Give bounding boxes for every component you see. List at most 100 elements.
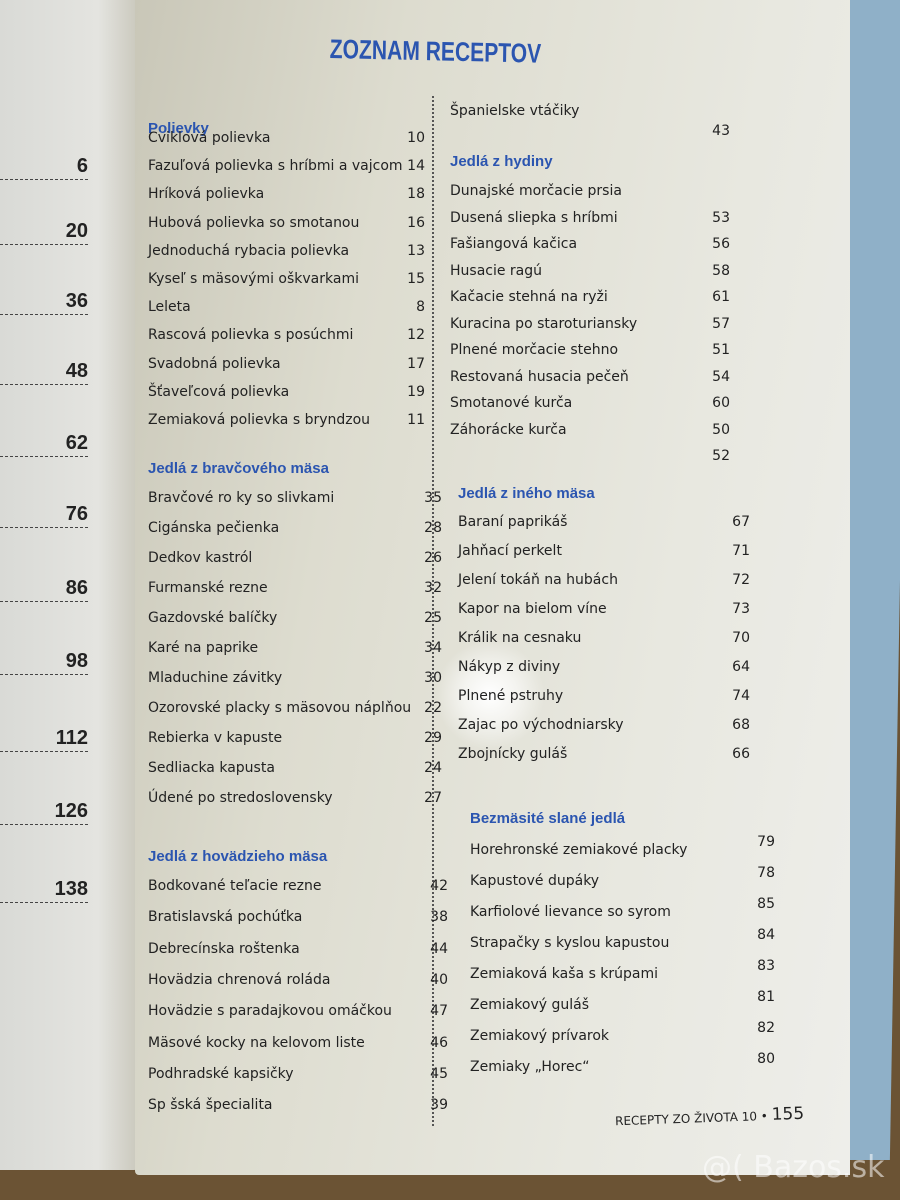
recipe-name: Plnené morčacie stehno bbox=[450, 342, 619, 358]
recipe-page-number: 16 bbox=[407, 214, 425, 231]
recipe-page-number: 67 bbox=[732, 514, 750, 530]
recipe-name: Záhorácke kurča bbox=[450, 421, 567, 438]
recipe-page-number: 10 bbox=[407, 130, 425, 146]
page-title: ZOZNAM RECEPTOV bbox=[329, 34, 542, 69]
previous-page-number: 48 bbox=[65, 360, 88, 382]
recipe-name: Gazdovské balíčky bbox=[148, 610, 278, 626]
recipe-page-number: 43 bbox=[712, 123, 730, 139]
recipe-page-number: 78 bbox=[757, 865, 775, 881]
recipe-page-number: 60 bbox=[712, 395, 730, 411]
recipe-page-number: 11 bbox=[407, 412, 425, 428]
recipe-name: Zajac po východniarsky bbox=[458, 717, 624, 733]
previous-page-number: 126 bbox=[54, 800, 88, 822]
recipe-page-number: 53 bbox=[712, 209, 730, 226]
dotted-leader bbox=[0, 527, 88, 528]
page-number: 155 bbox=[771, 1103, 805, 1125]
dotted-leader bbox=[0, 824, 88, 825]
recipe-page-number: 74 bbox=[732, 688, 750, 704]
recipe-page-number: 79 bbox=[757, 834, 775, 850]
dotted-leader bbox=[0, 244, 88, 245]
recipe-page-number: 83 bbox=[757, 958, 775, 974]
previous-page: 6 20 36 48 62 76 86 98 112 126 138 bbox=[0, 0, 140, 1170]
previous-page-number: 98 bbox=[65, 650, 88, 672]
section-heading: Jedlá z iného mäsa bbox=[458, 485, 595, 502]
recipe-name: Dedkov kastról bbox=[148, 550, 253, 566]
recipe-page-number: 57 bbox=[712, 315, 730, 332]
recipe-name: Jahňací perkelt bbox=[458, 543, 562, 559]
previous-page-number: 112 bbox=[55, 727, 88, 749]
recipe-name: Furmanské rezne bbox=[148, 580, 268, 596]
recipe-page-number: 50 bbox=[712, 421, 730, 438]
recipe-name: Plnené pstruhy bbox=[458, 688, 564, 704]
previous-page-number: 6 bbox=[76, 155, 88, 177]
recipe-name: Ozorovské placky s mäsovou náplňou bbox=[148, 700, 412, 716]
recipe-name: Zbojnícky guláš bbox=[458, 746, 568, 762]
dotted-leader bbox=[0, 751, 88, 752]
recipe-page-number: 72 bbox=[732, 572, 750, 588]
recipe-page-number: 28 bbox=[424, 520, 442, 536]
recipe-name: Baraní paprikáš bbox=[458, 514, 568, 530]
recipe-page-number: 35 bbox=[424, 490, 442, 506]
recipe-name: Hríková polievka bbox=[148, 186, 265, 203]
recipe-name: Strapačky s kyslou kapustou bbox=[470, 935, 670, 951]
recipe-page-number: 40 bbox=[430, 971, 448, 988]
book-title: RECEPTY ZO ŽIVOTA 10 • bbox=[614, 1108, 769, 1129]
recipe-page-number: 66 bbox=[732, 746, 750, 762]
recipe-name: Dusená sliepka s hríbmi bbox=[450, 209, 618, 226]
section-heading: Bezmäsité slané jedlá bbox=[470, 810, 626, 827]
recipe-name: Cigánska pečienka bbox=[148, 520, 280, 536]
recipe-page-number: 45 bbox=[430, 1065, 448, 1082]
recipe-page-number: 68 bbox=[732, 717, 750, 733]
recipe-page-number: 25 bbox=[424, 610, 442, 626]
previous-page-number: 86 bbox=[65, 577, 88, 599]
recipe-name: Dunajské morčacie prsia bbox=[450, 183, 622, 199]
recipe-page-number: 19 bbox=[407, 383, 425, 400]
recipe-name: Kyseľ s mäsovými oškvarkami bbox=[148, 271, 359, 287]
recipe-name: Cviklová polievka bbox=[148, 130, 271, 146]
dotted-leader bbox=[0, 456, 88, 457]
previous-page-number: 20 bbox=[65, 220, 88, 242]
recipe-name: Sedliacka kapusta bbox=[148, 760, 275, 776]
recipe-name: Hovädzia chrenová roláda bbox=[148, 971, 331, 988]
recipe-page-number: 14 bbox=[407, 158, 425, 175]
section-heading: Jedlá z hydiny bbox=[450, 153, 553, 170]
recipe-page-number: 42 bbox=[430, 878, 448, 894]
recipe-page-number: 15 bbox=[407, 271, 425, 287]
recipe-page-number: 81 bbox=[757, 989, 775, 1005]
recipe-name: Restovaná husacia pečeň bbox=[450, 368, 629, 385]
recipe-page-number: 29 bbox=[424, 730, 442, 746]
recipe-name: Nákyp z diviny bbox=[458, 659, 561, 675]
recipe-name: Podhradské kapsičky bbox=[148, 1065, 294, 1082]
recipe-page-number: 22 bbox=[424, 700, 442, 716]
recipe-name: Fašiangová kačica bbox=[450, 236, 578, 252]
recipe-page-number: 39 bbox=[430, 1097, 448, 1114]
recipe-name: Zemiakový guláš bbox=[470, 997, 590, 1013]
light-glare bbox=[435, 640, 545, 750]
recipe-page-number: 64 bbox=[732, 659, 750, 675]
recipe-name: Kapustové dupáky bbox=[470, 873, 600, 889]
contents-page bbox=[135, 0, 850, 1175]
recipe-page-number: 85 bbox=[757, 896, 775, 912]
dotted-leader bbox=[0, 902, 88, 903]
recipe-name: Bravčové ro ky so slivkami bbox=[148, 490, 335, 506]
recipe-page-number: 51 bbox=[712, 342, 730, 358]
dotted-leader bbox=[0, 601, 88, 602]
recipe-name: Mäsové kocky na kelovom liste bbox=[148, 1034, 365, 1051]
dotted-leader bbox=[0, 179, 88, 180]
recipe-page-number: 26 bbox=[424, 550, 442, 566]
recipe-page-number: 12 bbox=[407, 327, 425, 344]
recipe-name: Kačacie stehná na ryži bbox=[450, 289, 608, 305]
recipe-page-number: 34 bbox=[424, 640, 442, 656]
recipe-name: Zemiaková polievka s bryndzou bbox=[148, 412, 371, 428]
column-divider bbox=[432, 96, 434, 1126]
recipe-page-number: 44 bbox=[430, 940, 448, 957]
recipe-name: Debrecínska roštenka bbox=[148, 940, 300, 957]
recipe-page-number: 54 bbox=[712, 368, 730, 385]
watermark-logo: @( Bazos.sk bbox=[702, 1150, 885, 1185]
recipe-page-number: 24 bbox=[424, 760, 442, 776]
recipe-name: Hovädzie s paradajkovou omáčkou bbox=[148, 1003, 392, 1020]
recipe-name: Kapor na bielom víne bbox=[458, 601, 607, 617]
previous-page-number: 138 bbox=[54, 878, 88, 900]
recipe-name: Šťaveľcová polievka bbox=[148, 383, 290, 400]
recipe-name: Jednoduchá rybacia polievka bbox=[148, 242, 350, 259]
